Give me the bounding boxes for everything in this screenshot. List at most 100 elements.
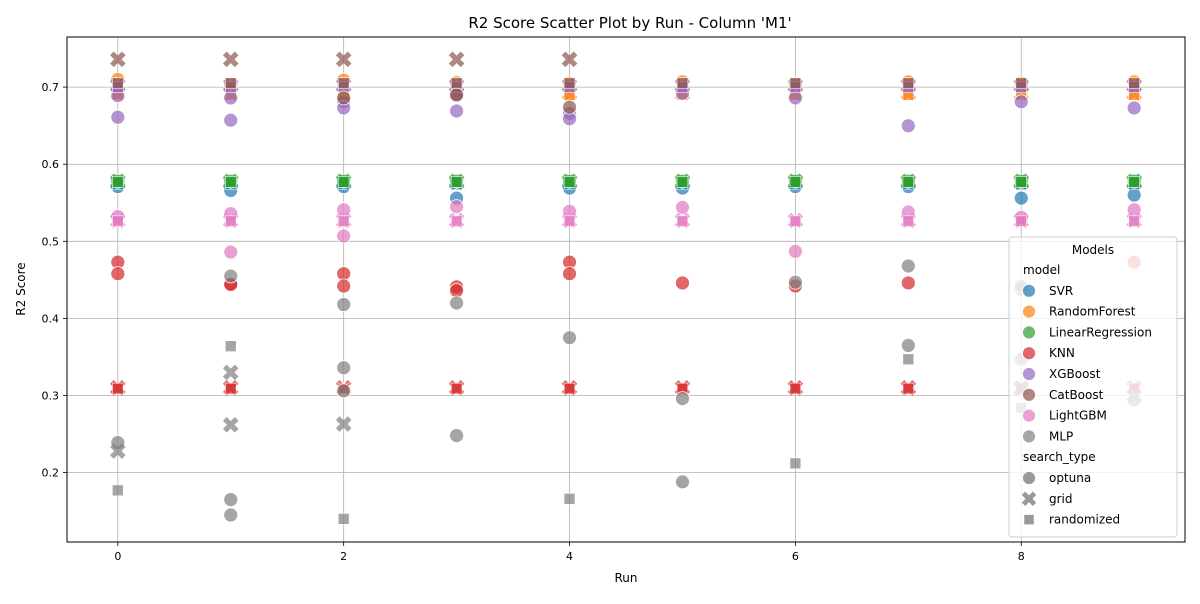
data-point — [902, 77, 915, 90]
data-point — [1013, 94, 1029, 110]
data-point — [789, 457, 802, 470]
legend-marker — [1022, 408, 1036, 423]
legend-item-label: CatBoost — [1049, 388, 1104, 402]
data-point — [900, 258, 916, 274]
data-point — [449, 103, 465, 119]
legend-item-label: LightGBM — [1049, 409, 1107, 423]
data-point — [450, 215, 463, 228]
x-tick-label: 4 — [566, 550, 573, 563]
data-point — [337, 77, 350, 90]
data-point — [112, 484, 124, 497]
data-point — [1126, 100, 1142, 116]
data-point — [676, 77, 689, 90]
data-point — [1128, 77, 1140, 90]
axes-layer: 0 2 4 6 8 0.2 0.3 0.4 0.5 0.6 0.7 — [42, 81, 1025, 563]
x-tick-label: 6 — [792, 550, 799, 563]
legend-group-title: search_type — [1023, 450, 1096, 464]
data-point — [1128, 215, 1140, 228]
legend-marker — [1022, 283, 1036, 298]
chart-title: R2 Score Scatter Plot by Run - Column 'M… — [468, 14, 791, 32]
data-point — [1013, 190, 1029, 206]
data-point — [1015, 215, 1028, 228]
legend-item-label: SVR — [1049, 284, 1073, 298]
plot-frame — [66, 36, 1186, 543]
data-point — [112, 382, 124, 395]
legend-group-title: model — [1023, 263, 1060, 277]
data-point — [789, 77, 802, 90]
legend-item-label: randomized — [1049, 513, 1120, 527]
data-point — [562, 99, 577, 115]
legend-marker — [1021, 491, 1037, 507]
data-point — [449, 283, 465, 299]
data-point — [337, 513, 350, 525]
data-point — [224, 340, 237, 352]
data-point — [563, 77, 576, 90]
data-point — [224, 77, 237, 90]
legend-marker — [1022, 346, 1036, 361]
data-point — [448, 51, 465, 68]
legend: Models model SVR RandomForest LinearRegressi… — [1008, 236, 1178, 538]
legend-item-label: MLP — [1049, 429, 1073, 443]
data-point — [787, 90, 803, 106]
data-point — [336, 360, 352, 376]
data-point — [224, 382, 237, 395]
y-tick-label: 0.4 — [42, 312, 60, 325]
data-point — [336, 278, 352, 294]
data-point — [336, 383, 352, 399]
legend-marker — [1023, 514, 1035, 525]
data-point — [112, 176, 124, 188]
legend-item-label: LinearRegression — [1049, 325, 1152, 339]
legend-marker — [1022, 304, 1036, 319]
data-point — [222, 417, 239, 433]
data-point — [449, 87, 465, 103]
data-point — [110, 51, 126, 68]
legend-title: Models — [1072, 243, 1114, 257]
data-point — [223, 112, 239, 128]
data-point — [789, 176, 802, 188]
data-point — [1015, 77, 1028, 90]
series-catboost-optuna — [336, 87, 577, 115]
legend-item-label: KNN — [1049, 346, 1075, 360]
data-point — [450, 77, 463, 90]
legend-marker — [1022, 325, 1036, 340]
data-point — [450, 382, 463, 395]
data-point — [336, 266, 352, 282]
data-point — [222, 364, 239, 381]
data-point — [449, 295, 465, 311]
data-point — [789, 215, 802, 228]
data-point — [224, 215, 237, 228]
y-tick-label: 0.7 — [42, 81, 60, 94]
data-point — [110, 266, 126, 282]
legend-item-label: RandomForest — [1049, 305, 1136, 319]
data-point — [902, 353, 915, 366]
data-point — [675, 275, 690, 291]
legend-marker — [1022, 429, 1036, 444]
legend-item-label: optuna — [1049, 471, 1091, 485]
data-point — [224, 176, 237, 188]
x-tick-label: 2 — [340, 550, 347, 563]
data-point — [900, 275, 916, 291]
data-point — [563, 493, 576, 505]
data-point — [676, 176, 689, 188]
legend-marker — [1022, 387, 1036, 402]
series-catboost-randomized — [112, 77, 1140, 90]
data-point — [902, 382, 915, 395]
legend-item-label: XGBoost — [1049, 367, 1101, 381]
y-tick-label: 0.6 — [42, 158, 60, 171]
data-point — [112, 77, 124, 90]
data-point — [337, 176, 350, 188]
data-point — [336, 297, 352, 312]
data-point — [110, 443, 126, 459]
data-point — [900, 118, 916, 134]
x-axis-label: Run — [614, 571, 637, 585]
data-point — [223, 244, 239, 260]
data-point — [675, 474, 690, 490]
data-point — [1126, 187, 1142, 203]
data-point — [676, 215, 689, 228]
data-point — [335, 416, 352, 432]
data-point — [449, 199, 465, 215]
data-point — [110, 109, 126, 125]
data-point — [223, 90, 239, 106]
